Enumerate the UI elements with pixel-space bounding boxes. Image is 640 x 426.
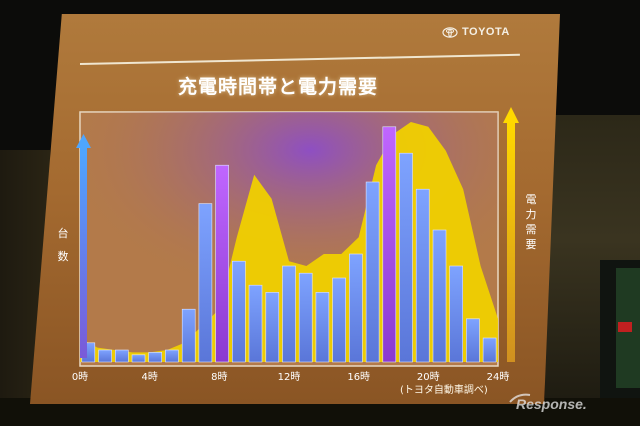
- x-tick-label: 16時: [347, 371, 370, 383]
- bar-hour-22: [449, 265, 464, 363]
- right-axis-label: 電力需要: [525, 193, 537, 251]
- bar-hour-9: [232, 260, 246, 363]
- slide-title: 充電時間帯と電力需要: [178, 76, 379, 98]
- bar-hour-6: [181, 308, 196, 363]
- bar-hour-15: [332, 277, 346, 363]
- left-axis-label: 台数: [57, 227, 69, 263]
- bar-hour-5: [165, 349, 179, 363]
- bar-hour-19: [399, 152, 413, 363]
- bar-hour-23: [466, 318, 480, 363]
- bar-hour-3: [131, 354, 146, 363]
- bar-hour-18: [382, 126, 397, 363]
- bar-hour-11: [265, 292, 280, 363]
- bar-hour-7: [198, 203, 213, 363]
- bar-hour-13: [298, 272, 313, 363]
- right-axis-arrow: [503, 107, 519, 362]
- bar-hour-12: [282, 265, 296, 363]
- x-tick-label: 8時: [211, 371, 227, 383]
- x-tick-label: 12時: [278, 371, 301, 383]
- bar-hour-8: [215, 164, 229, 363]
- bar-hour-10: [248, 284, 263, 363]
- bar-hour-20: [415, 188, 430, 363]
- background-red-light: [618, 322, 632, 332]
- bar-hour-16: [349, 253, 363, 363]
- source-note: (トヨタ自動車調べ): [400, 385, 488, 396]
- bar-hour-2: [115, 349, 129, 363]
- x-tick-label: 20時: [417, 371, 440, 383]
- x-tick-label: 4時: [142, 371, 158, 383]
- response-swoosh-icon: [509, 393, 531, 403]
- x-tick-label: 0時: [72, 371, 88, 383]
- toyota-logo-icon: [442, 27, 458, 38]
- bar-hour-4: [148, 352, 162, 363]
- bar-hour-1: [98, 349, 112, 363]
- x-tick-label: 24時: [487, 371, 510, 383]
- bar-hour-24: [482, 337, 497, 363]
- bar-hour-17: [365, 181, 380, 363]
- response-watermark: Response.: [516, 396, 587, 412]
- bar-hour-21: [432, 229, 447, 363]
- left-axis-arrow: [76, 134, 91, 358]
- toyota-wordmark: TOYOTA: [462, 26, 510, 38]
- bar-hour-14: [315, 292, 330, 363]
